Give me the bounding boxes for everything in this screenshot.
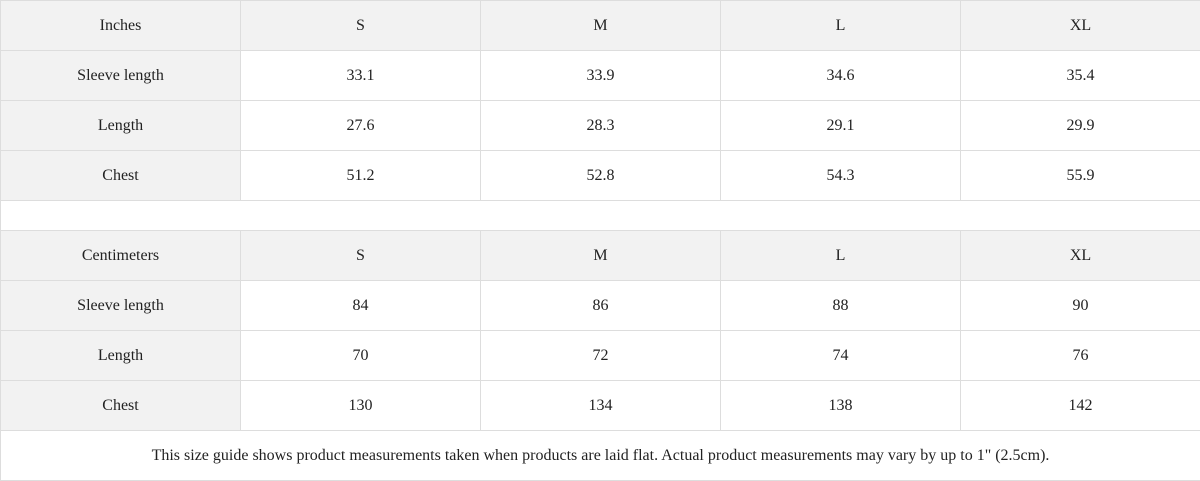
measurement-cell: 35.4 [961,51,1200,101]
row-label: Length [1,101,241,151]
size-header: M [481,1,721,51]
measurement-cell: 138 [721,381,961,431]
measurement-cell: 28.3 [481,101,721,151]
measurement-cell: 54.3 [721,151,961,201]
measurement-cell: 52.8 [481,151,721,201]
row-label: Sleeve length [1,51,241,101]
row-label: Length [1,331,241,381]
row-label: Sleeve length [1,281,241,331]
measurement-cell: 90 [961,281,1200,331]
measurement-cell: 51.2 [241,151,481,201]
measurement-cell: 84 [241,281,481,331]
measurement-cell: 55.9 [961,151,1200,201]
size-header: XL [961,231,1200,281]
row-label: Chest [1,151,241,201]
footnote-row: This size guide shows product measuremen… [1,431,1200,481]
measurement-cell: 29.1 [721,101,961,151]
measurement-cell: 70 [241,331,481,381]
size-header: XL [961,1,1200,51]
measurement-cell: 29.9 [961,101,1200,151]
unit-header: Centimeters [1,231,241,281]
measurement-cell: 34.6 [721,51,961,101]
row-label: Chest [1,381,241,431]
measurement-cell: 27.6 [241,101,481,151]
measurement-cell: 33.9 [481,51,721,101]
measurement-cell: 142 [961,381,1200,431]
spacer-cell [1,201,1200,231]
size-header: S [241,1,481,51]
size-header: L [721,231,961,281]
size-header: L [721,1,961,51]
size-header: S [241,231,481,281]
measurement-cell: 72 [481,331,721,381]
footnote: This size guide shows product measuremen… [1,431,1200,481]
measurement-cell: 130 [241,381,481,431]
measurement-cell: 33.1 [241,51,481,101]
size-header: M [481,231,721,281]
measurement-cell: 86 [481,281,721,331]
spacer-row [1,201,1200,231]
measurement-cell: 76 [961,331,1200,381]
unit-header: Inches [1,1,241,51]
measurement-cell: 74 [721,331,961,381]
measurement-cell: 134 [481,381,721,431]
measurement-cell: 88 [721,281,961,331]
